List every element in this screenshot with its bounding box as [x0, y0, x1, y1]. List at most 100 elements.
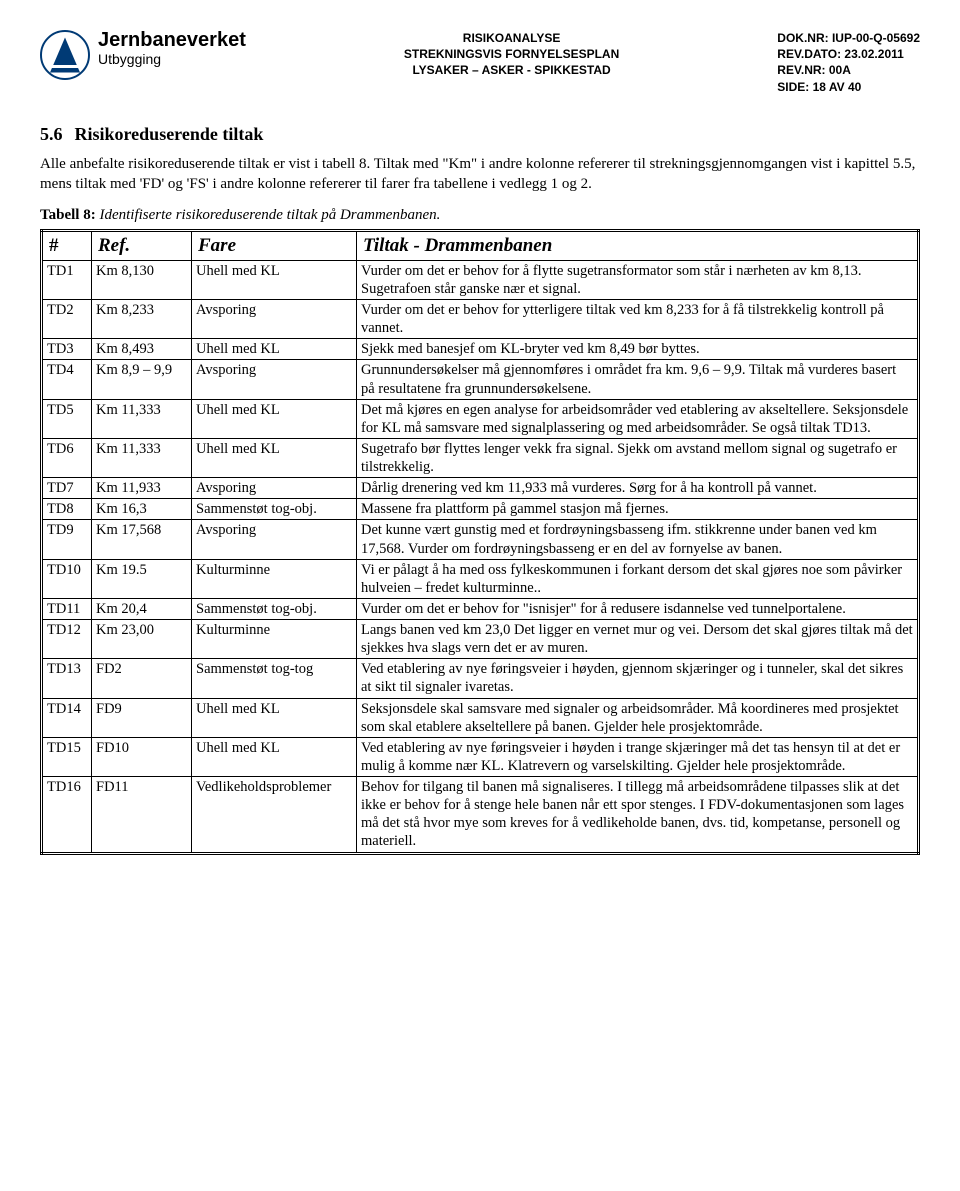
header-center: RISIKOANALYSE STREKNINGSVIS FORNYELSESPL… [246, 30, 777, 79]
table-cell: FD9 [92, 698, 192, 737]
table-cell: TD13 [42, 659, 92, 698]
rev-number: REV.NR: 00A [777, 62, 920, 78]
table-cell: TD12 [42, 620, 92, 659]
table-cell: Km 8,130 [92, 260, 192, 299]
table-cell: TD6 [42, 438, 92, 477]
table-cell: Uhell med KL [192, 438, 357, 477]
table-cell: Avsporing [192, 520, 357, 559]
table-cell: TD2 [42, 300, 92, 339]
table-cell: Km 11,933 [92, 478, 192, 499]
header-center-line: STREKNINGSVIS FORNYELSESPLAN [246, 46, 777, 62]
table-caption: Tabell 8: Identifiserte risikoreduserend… [40, 206, 920, 225]
table-cell: Avsporing [192, 300, 357, 339]
table-cell: Massene fra plattform på gammel stasjon … [357, 499, 919, 520]
table-cell: Ved etablering av nye føringsveier i høy… [357, 737, 919, 776]
table-row: TD2Km 8,233AvsporingVurder om det er beh… [42, 300, 919, 339]
section-number: 5.6 [40, 124, 63, 144]
table-cell: Sugetrafo bør flyttes lenger vekk fra si… [357, 438, 919, 477]
table-cell: Avsporing [192, 360, 357, 399]
table-header-row: # Ref. Fare Tiltak - Drammenbanen [42, 231, 919, 261]
table-cell: Sjekk med banesjef om KL-bryter ved km 8… [357, 339, 919, 360]
table-cell: TD1 [42, 260, 92, 299]
header-center-line: LYSAKER – ASKER - SPIKKESTAD [246, 62, 777, 78]
header-right: DOK.NR: IUP-00-Q-05692 REV.DATO: 23.02.2… [777, 30, 920, 95]
table-cell: Langs banen ved km 23,0 Det ligger en ve… [357, 620, 919, 659]
table-cell: Km 19.5 [92, 559, 192, 598]
table-row: TD13FD2Sammenstøt tog-togVed etablering … [42, 659, 919, 698]
col-ref: Ref. [92, 231, 192, 261]
table-cell: TD5 [42, 399, 92, 438]
section-heading: 5.6 Risikoreduserende tiltak [40, 123, 920, 146]
caption-text: Identifiserte risikoreduserende tiltak p… [99, 207, 440, 223]
caption-label: Tabell 8: [40, 207, 96, 223]
table-row: TD4Km 8,9 – 9,9AvsporingGrunnundersøkels… [42, 360, 919, 399]
table-cell: Km 8,9 – 9,9 [92, 360, 192, 399]
table-cell: Kulturminne [192, 620, 357, 659]
table-row: TD15FD10Uhell med KLVed etablering av ny… [42, 737, 919, 776]
table-cell: Uhell med KL [192, 698, 357, 737]
table-row: TD6Km 11,333Uhell med KLSugetrafo bør fl… [42, 438, 919, 477]
logo-text: Jernbaneverket Utbygging [98, 30, 246, 66]
table-cell: Sammenstøt tog-obj. [192, 499, 357, 520]
table-cell: TD10 [42, 559, 92, 598]
table-cell: Det må kjøres en egen analyse for arbeid… [357, 399, 919, 438]
table-cell: Vedlikeholdsproblemer [192, 777, 357, 854]
section-title: Risikoreduserende tiltak [75, 124, 264, 144]
table-row: TD12Km 23,00KulturminneLangs banen ved k… [42, 620, 919, 659]
intro-paragraph: Alle anbefalte risikoreduserende tiltak … [40, 155, 920, 194]
table-cell: FD2 [92, 659, 192, 698]
table-cell: Uhell med KL [192, 339, 357, 360]
col-tiltak: Tiltak - Drammenbanen [357, 231, 919, 261]
table-cell: TD3 [42, 339, 92, 360]
table-cell: FD10 [92, 737, 192, 776]
col-fare: Fare [192, 231, 357, 261]
table-row: TD14FD9Uhell med KLSeksjonsdele skal sam… [42, 698, 919, 737]
table-cell: TD9 [42, 520, 92, 559]
table-cell: Vi er pålagt å ha med oss fylkeskommunen… [357, 559, 919, 598]
header-center-line: RISIKOANALYSE [246, 30, 777, 46]
table-row: TD3Km 8,493Uhell med KLSjekk med banesje… [42, 339, 919, 360]
table-cell: Uhell med KL [192, 399, 357, 438]
table-cell: TD14 [42, 698, 92, 737]
table-cell: TD4 [42, 360, 92, 399]
table-row: TD1Km 8,130Uhell med KLVurder om det er … [42, 260, 919, 299]
rev-date: REV.DATO: 23.02.2011 [777, 46, 920, 62]
logo-block: Jernbaneverket Utbygging [40, 30, 246, 85]
doc-number: DOK.NR: IUP-00-Q-05692 [777, 30, 920, 46]
document-header: Jernbaneverket Utbygging RISIKOANALYSE S… [40, 30, 920, 95]
table-cell: Km 17,568 [92, 520, 192, 559]
table-cell: Dårlig drenering ved km 11,933 må vurder… [357, 478, 919, 499]
table-cell: Km 16,3 [92, 499, 192, 520]
table-cell: Vurder om det er behov for "isnisjer" fo… [357, 598, 919, 619]
brand-subtitle: Utbygging [98, 52, 246, 66]
table-row: TD16FD11VedlikeholdsproblemerBehov for t… [42, 777, 919, 854]
brand-name: Jernbaneverket [98, 30, 246, 50]
table-cell: TD15 [42, 737, 92, 776]
table-cell: Kulturminne [192, 559, 357, 598]
table-cell: Km 11,333 [92, 438, 192, 477]
table-cell: Det kunne vært gunstig med et fordrøynin… [357, 520, 919, 559]
table-row: TD7Km 11,933AvsporingDårlig drenering ve… [42, 478, 919, 499]
table-cell: Uhell med KL [192, 260, 357, 299]
railway-logo-icon [40, 30, 90, 85]
table-cell: Km 23,00 [92, 620, 192, 659]
table-cell: Avsporing [192, 478, 357, 499]
table-row: TD11Km 20,4Sammenstøt tog-obj.Vurder om … [42, 598, 919, 619]
table-cell: Km 8,493 [92, 339, 192, 360]
table-cell: TD16 [42, 777, 92, 854]
table-cell: TD7 [42, 478, 92, 499]
table-cell: Km 20,4 [92, 598, 192, 619]
table-row: TD5Km 11,333Uhell med KLDet må kjøres en… [42, 399, 919, 438]
table-cell: Uhell med KL [192, 737, 357, 776]
page-number: SIDE: 18 AV 40 [777, 79, 920, 95]
table-cell: Ved etablering av nye føringsveier i høy… [357, 659, 919, 698]
table-row: TD9Km 17,568AvsporingDet kunne vært guns… [42, 520, 919, 559]
table-cell: Sammenstøt tog-obj. [192, 598, 357, 619]
table-cell: Seksjonsdele skal samsvare med signaler … [357, 698, 919, 737]
tiltak-table: # Ref. Fare Tiltak - Drammenbanen TD1Km … [40, 229, 920, 855]
table-cell: FD11 [92, 777, 192, 854]
table-cell: Grunnundersøkelser må gjennomføres i omr… [357, 360, 919, 399]
table-cell: Km 8,233 [92, 300, 192, 339]
table-cell: Vurder om det er behov for ytterligere t… [357, 300, 919, 339]
table-cell: Km 11,333 [92, 399, 192, 438]
